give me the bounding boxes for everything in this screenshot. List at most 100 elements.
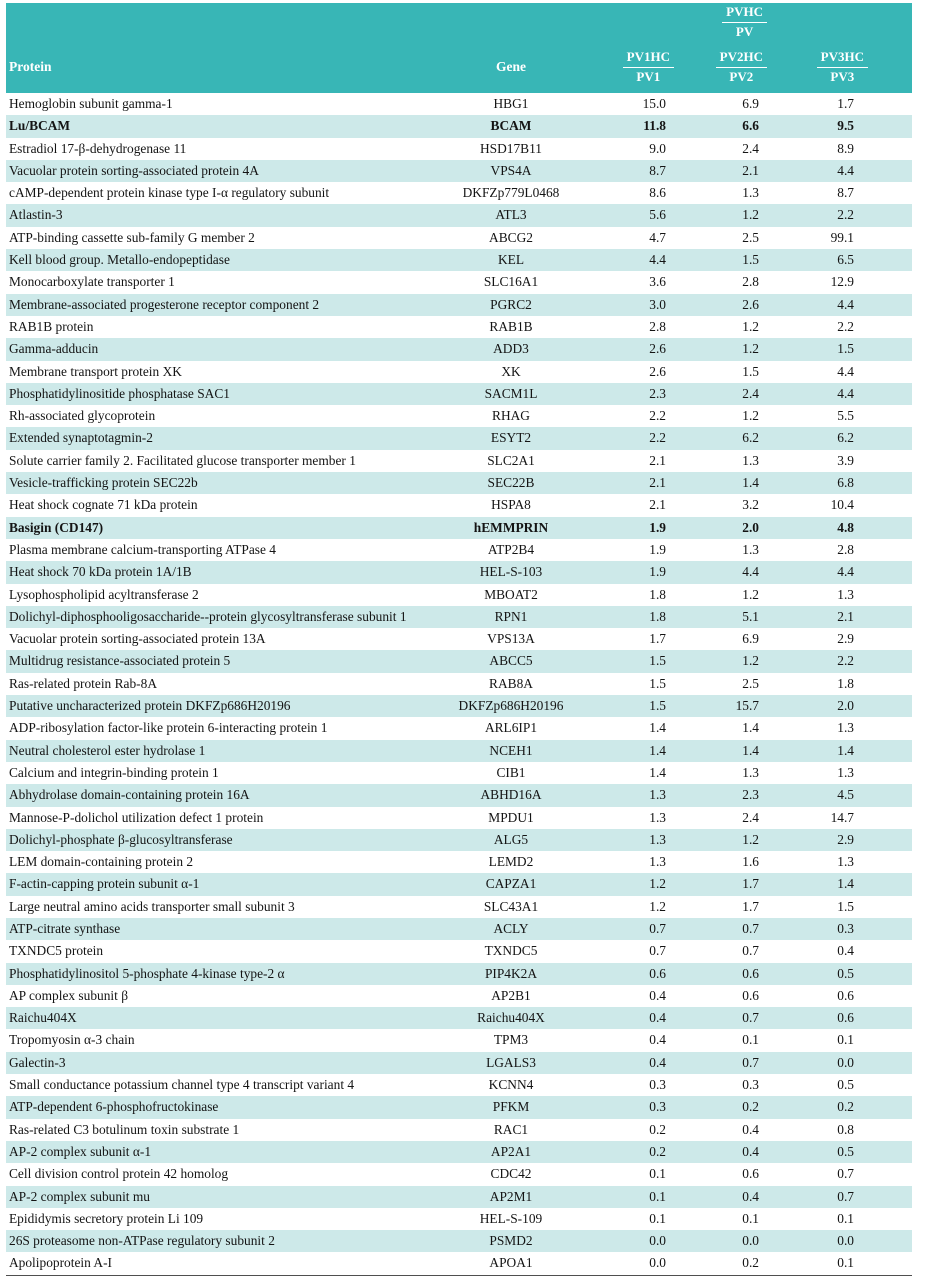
gene-cell: KEL bbox=[497, 252, 525, 268]
protein-cell: Atlastin-3 bbox=[9, 207, 63, 223]
header-spacer bbox=[436, 3, 586, 41]
gene-cell: PSMD2 bbox=[489, 1233, 533, 1249]
gene-cell: CAPZA1 bbox=[485, 876, 537, 892]
pv3-ratio-cell: 4.4 bbox=[837, 385, 854, 401]
protein-cell: 26S proteasome non-ATPase regulatory sub… bbox=[9, 1233, 275, 1249]
table-row: Neutral cholesterol ester hydrolase 1 NCE… bbox=[6, 739, 912, 762]
gene-cell: SEC22B bbox=[487, 475, 535, 491]
pv3-ratio-cell: 2.0 bbox=[837, 698, 854, 714]
pv2-ratio-cell: 2.6 bbox=[742, 296, 759, 312]
gene-cell: DKFZp686H20196 bbox=[458, 698, 564, 714]
pv1-ratio-cell: 9.0 bbox=[649, 140, 666, 156]
header-group-row: PVHC PV bbox=[6, 3, 912, 41]
gene-column-header: Gene bbox=[436, 41, 586, 93]
gene-cell: TPM3 bbox=[493, 1032, 529, 1048]
pv2-ratio-cell: 0.6 bbox=[742, 1166, 759, 1182]
protein-cell: Abhydrolase domain-containing protein 16… bbox=[9, 787, 250, 803]
table-row: AP-2 complex subunit α-1 AP2A1 0.2 0.4 0.5 bbox=[6, 1140, 912, 1164]
protein-cell: TXNDC5 protein bbox=[9, 943, 104, 959]
pv2-ratio-cell: 0.6 bbox=[742, 987, 759, 1003]
pv1-ratio-cell: 1.8 bbox=[649, 586, 666, 602]
pv1-ratio-cell: 0.0 bbox=[586, 1252, 676, 1276]
pv1-denominator: PV1 bbox=[636, 68, 661, 84]
header-spacer bbox=[769, 3, 912, 41]
pv2-ratio-cell: 0.7 bbox=[742, 920, 759, 936]
table-row: cAMP-dependent protein kinase type I-α r… bbox=[6, 182, 912, 204]
table-row: Lysophospholipid acyltransferase 2 MBOAT2… bbox=[6, 584, 912, 606]
pv1-ratio-cell: 0.1 bbox=[649, 1166, 666, 1182]
pv2-ratio-cell: 0.0 bbox=[742, 1233, 759, 1249]
pv2-ratio-cell: 0.1 bbox=[742, 1210, 759, 1226]
pv2-ratio-cell: 0.7 bbox=[742, 1054, 759, 1070]
protein-cell: Lu/BCAM bbox=[9, 118, 71, 134]
pv2-ratio-cell: 0.6 bbox=[742, 965, 759, 981]
table-row: Heat shock 70 kDa protein 1A/1B HEL-S-103… bbox=[6, 561, 912, 584]
pv2-ratio-cell: 1.2 bbox=[742, 408, 759, 424]
protein-cell: Epididymis secretory protein Li 109 bbox=[9, 1210, 204, 1226]
pv3-ratio-cell: 5.5 bbox=[837, 408, 854, 424]
gene-cell: CIB1 bbox=[496, 764, 526, 780]
pv1-ratio-cell: 1.7 bbox=[649, 631, 666, 647]
pv3-ratio-cell: 4.5 bbox=[837, 787, 854, 803]
protein-cell: Multidrug resistance-associated protein … bbox=[9, 653, 231, 669]
protein-cell: F-actin-capping protein subunit α-1 bbox=[9, 876, 200, 892]
table-row: ATP-binding cassette sub-family G member… bbox=[6, 227, 912, 249]
pv1-ratio-cell: 1.3 bbox=[649, 809, 666, 825]
pv3-ratio-cell: 2.9 bbox=[837, 831, 854, 847]
ratio-group-header: PVHC PV bbox=[676, 3, 769, 41]
protein-cell: Phosphatidylinositol 5-phosphate 4-kinas… bbox=[9, 965, 285, 981]
gene-cell: SLC16A1 bbox=[483, 274, 539, 290]
protein-cell: Raichu404X bbox=[9, 1010, 77, 1026]
gene-cell: VPS4A bbox=[490, 162, 532, 178]
pv2-ratio-cell: 2.0 bbox=[742, 519, 759, 535]
table-row: Extended synaptotagmin-2 ESYT2 2.2 6.2 6.2 bbox=[6, 427, 912, 450]
pv2-denominator: PV2 bbox=[729, 68, 754, 84]
table-row: ADP-ribosylation factor-like protein 6-i… bbox=[6, 717, 912, 739]
pv2-ratio-cell: 1.2 bbox=[742, 341, 759, 357]
table-row: Mannose-P-dolichol utilization defect 1 … bbox=[6, 807, 912, 829]
gene-cell: AP2A1 bbox=[490, 1143, 532, 1159]
pv2-ratio-cell: 2.1 bbox=[742, 162, 759, 178]
pv2-ratio-cell: 6.9 bbox=[742, 96, 759, 111]
ratio-column-header-pv1: PV1HC PV1 bbox=[586, 41, 676, 93]
pv3-ratio-cell: 0.0 bbox=[837, 1054, 854, 1070]
gene-cell: BCAM bbox=[490, 118, 532, 134]
gene-cell: RAB1B bbox=[489, 318, 533, 334]
pv1-ratio-cell: 4.4 bbox=[649, 252, 666, 268]
pv2-ratio-cell: 1.3 bbox=[742, 452, 759, 468]
pv1-ratio-cell: 3.6 bbox=[649, 274, 666, 290]
gene-cell: KCNN4 bbox=[488, 1077, 534, 1093]
pv1-ratio-cell: 2.6 bbox=[649, 363, 666, 379]
protein-cell: AP-2 complex subunit α-1 bbox=[9, 1143, 152, 1159]
pv3-ratio-cell: 14.7 bbox=[830, 809, 854, 825]
pv3-ratio-cell: 0.5 bbox=[837, 1077, 854, 1093]
protein-cell: Dolichyl-diphosphooligosaccharide--prote… bbox=[9, 608, 407, 624]
pv2-ratio-cell: 5.1 bbox=[742, 608, 759, 624]
pv1-ratio-cell: 0.4 bbox=[649, 1010, 666, 1026]
gene-cell: hEMMPRIN bbox=[473, 519, 549, 535]
table-row: Large neutral amino acids transporter sm… bbox=[6, 896, 912, 918]
protein-cell: ATP-citrate synthase bbox=[9, 920, 121, 936]
table-row: Abhydrolase domain-containing protein 16… bbox=[6, 784, 912, 807]
pv3-ratio-cell: 1.7 bbox=[837, 96, 854, 111]
pv2-ratio-cell: 1.4 bbox=[742, 720, 759, 736]
gene-cell: ADD3 bbox=[493, 341, 529, 357]
table-row: Gamma-adducin ADD3 2.6 1.2 1.5 bbox=[6, 338, 912, 361]
pv3-ratio-cell: 2.8 bbox=[837, 541, 854, 557]
protein-cell: Extended synaptotagmin-2 bbox=[9, 430, 153, 446]
gene-cell: ESYT2 bbox=[490, 430, 532, 446]
pv3-ratio-cell: 0.0 bbox=[837, 1233, 854, 1249]
pv2-ratio-cell: 6.2 bbox=[742, 430, 759, 446]
pv3-ratio-cell: 0.2 bbox=[837, 1099, 854, 1115]
pv3-ratio-cell: 0.1 bbox=[837, 1032, 854, 1048]
gene-cell: PFKM bbox=[492, 1099, 530, 1115]
pv1-ratio-cell: 1.5 bbox=[649, 698, 666, 714]
pv2-ratio-cell: 6.9 bbox=[742, 631, 759, 647]
ratio-group-numerator: PVHC bbox=[722, 4, 767, 23]
pv2-ratio-cell: 1.7 bbox=[742, 876, 759, 892]
gene-cell: ATP2B4 bbox=[487, 541, 535, 557]
pv3-ratio-cell: 10.4 bbox=[830, 497, 854, 513]
pv3-ratio-cell: 6.5 bbox=[837, 252, 854, 268]
table-row: Rh-associated glycoprotein RHAG 2.2 1.2 5.5 bbox=[6, 405, 912, 427]
pv2-ratio-cell: 3.2 bbox=[742, 497, 759, 513]
